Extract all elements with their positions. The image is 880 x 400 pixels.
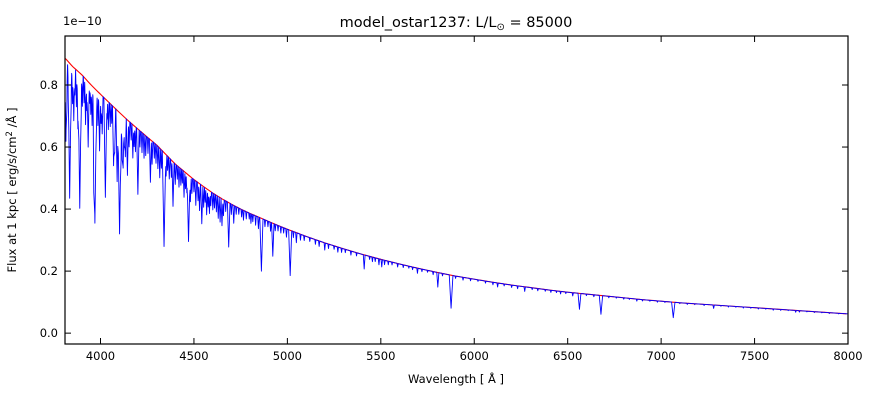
continuum-line bbox=[65, 58, 847, 315]
plot-frame bbox=[64, 35, 849, 345]
y-tick-label: 0.6 bbox=[40, 140, 58, 154]
chart-title: model_ostar1237: L/L⊙ = 85000 bbox=[340, 15, 573, 33]
spectrum-line bbox=[65, 64, 848, 319]
y-tick-label: 0.2 bbox=[40, 264, 58, 278]
axis-tick-labels: 4000 4500 5000 5500 6000 6500 7000 7500 8000 0.0 0… bbox=[40, 78, 863, 363]
x-tick-label: 5000 bbox=[273, 349, 302, 363]
axis-ticks bbox=[65, 36, 849, 344]
y-tick-label: 0.4 bbox=[40, 202, 58, 216]
y-tick-label: 0.0 bbox=[40, 326, 58, 340]
y-tick-label: 0.8 bbox=[40, 78, 58, 92]
x-tick-label: 6500 bbox=[553, 349, 582, 363]
x-tick-label: 8000 bbox=[833, 349, 862, 363]
x-tick-label: 4000 bbox=[86, 349, 115, 363]
x-tick-label: 7500 bbox=[740, 349, 769, 363]
x-tick-label: 5500 bbox=[366, 349, 395, 363]
x-axis-label: Wavelength [ Å ] bbox=[408, 371, 504, 386]
x-tick-label: 4500 bbox=[179, 349, 208, 363]
x-tick-label: 7000 bbox=[646, 349, 675, 363]
x-tick-label: 6000 bbox=[460, 349, 489, 363]
y-axis-offset-label: 1e−10 bbox=[63, 14, 102, 28]
y-axis-label: Flux at 1 kpc [ erg/s/cm2 /Å ] bbox=[4, 108, 19, 273]
